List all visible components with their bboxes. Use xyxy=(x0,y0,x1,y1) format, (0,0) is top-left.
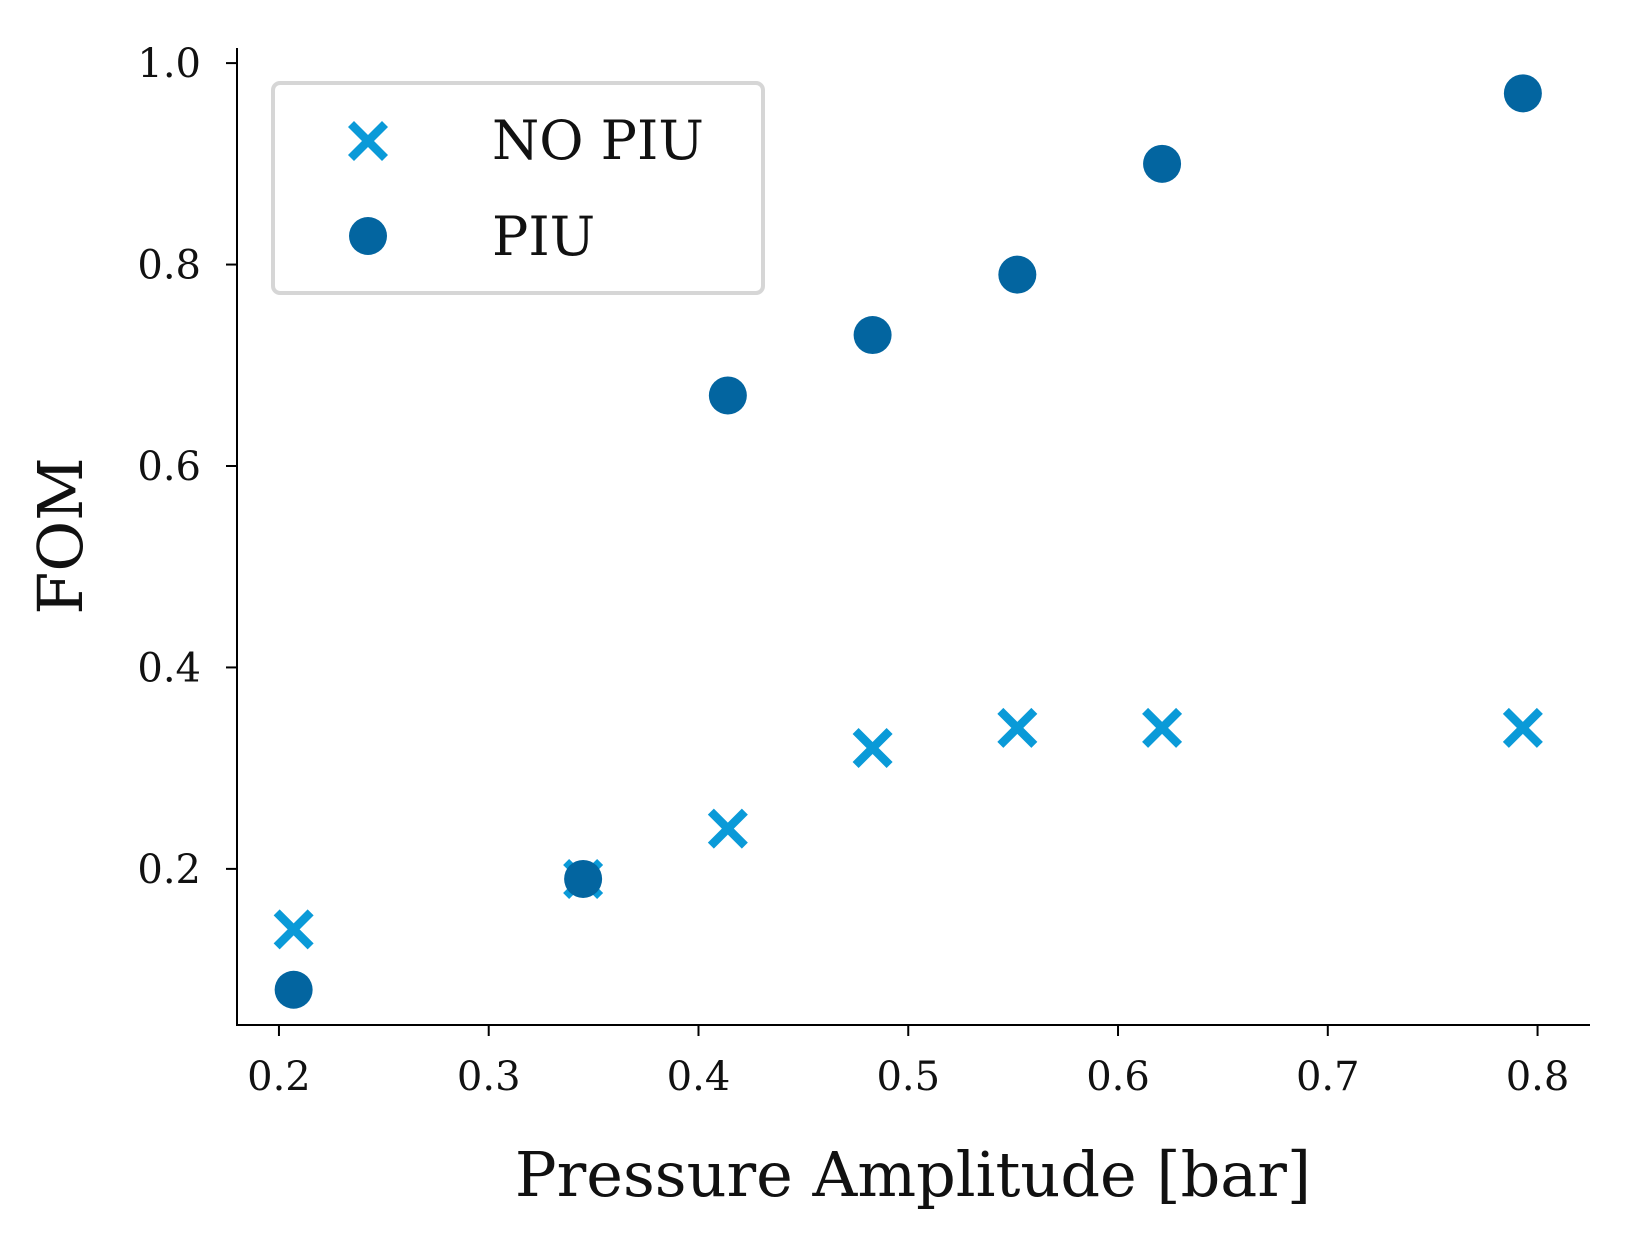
x-tick-label: 0.4 xyxy=(667,1054,731,1100)
axes xyxy=(236,48,1590,1026)
x-tick-label: 0.5 xyxy=(876,1054,940,1100)
point-piu xyxy=(853,316,892,355)
point-piu xyxy=(998,255,1037,294)
x-axis-title: Pressure Amplitude [bar] xyxy=(515,1138,1311,1211)
y-tick-label: 0.4 xyxy=(137,645,201,691)
y-tick-label: 0.6 xyxy=(137,444,201,490)
y-tick-label: 0.2 xyxy=(137,847,201,893)
y-axis-title: FOM xyxy=(24,457,97,614)
point-no-piu xyxy=(707,808,748,849)
point-piu xyxy=(564,859,603,898)
x-tick-label: 0.7 xyxy=(1296,1054,1360,1100)
point-piu xyxy=(1503,74,1542,113)
x-tick-label: 0.6 xyxy=(1086,1054,1150,1100)
y-tick-label: 0.8 xyxy=(137,243,201,289)
y-tick-label: 1.0 xyxy=(137,41,201,87)
y-ticks: 0.2 0.4 0.6 0.8 1.0 xyxy=(137,41,237,893)
legend-marker-no-piu xyxy=(348,121,388,161)
point-piu xyxy=(274,970,313,1009)
point-piu xyxy=(708,376,747,415)
legend-box xyxy=(271,81,765,295)
point-no-piu xyxy=(852,728,893,769)
point-no-piu xyxy=(273,909,314,950)
legend-label-piu: PIU xyxy=(492,205,595,268)
x-tick-label: 0.8 xyxy=(1506,1054,1570,1100)
point-no-piu xyxy=(1142,707,1183,748)
x-tick-label: 0.2 xyxy=(247,1054,311,1100)
x-ticks: 0.2 0.3 0.4 0.5 0.6 0.7 0.8 xyxy=(247,1025,1569,1100)
x-tick-label: 0.3 xyxy=(457,1054,521,1100)
point-piu xyxy=(1143,144,1182,183)
legend-label-no-piu: NO PIU xyxy=(492,109,704,172)
point-no-piu xyxy=(997,707,1038,748)
legend: NO PIU PIU xyxy=(271,81,765,295)
data-points xyxy=(273,74,1543,1009)
legend-marker-piu xyxy=(349,217,387,255)
point-no-piu xyxy=(1502,707,1543,748)
